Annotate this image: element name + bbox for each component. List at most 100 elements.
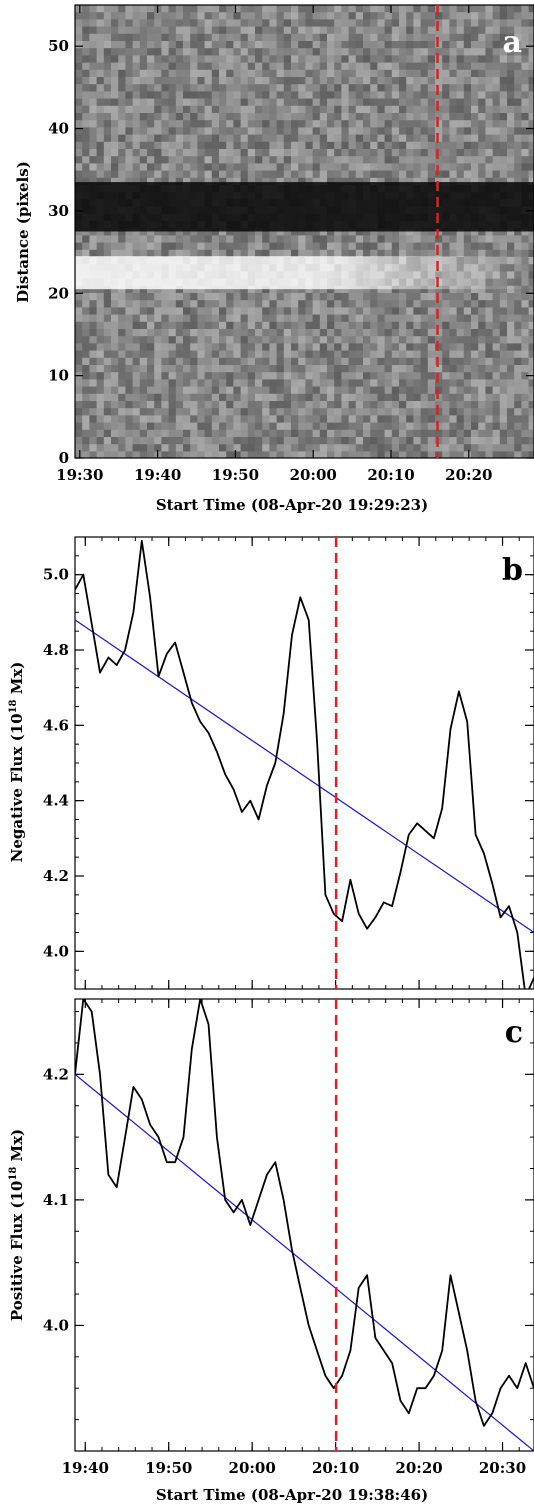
heatmap-cell [478,134,486,143]
heatmap-cell [384,134,393,143]
heatmap-cell [514,300,522,308]
heatmap-cell [406,33,414,42]
heatmap-cell [355,26,364,35]
heatmap-cell [211,336,220,344]
heatmap-cell [75,422,83,431]
heatmap-cell [161,300,169,308]
heatmap-cell [111,113,119,121]
heatmap-cell [255,170,263,179]
heatmap-cell [492,134,501,143]
heatmap-cell [384,437,393,445]
heatmap-cell [175,336,184,344]
heatmap-cell [391,163,400,171]
heatmap-cell [528,401,534,409]
heatmap-cell [190,249,198,258]
heatmap-cell [204,62,213,71]
heatmap-cell [75,5,83,13]
heatmap-cell [132,393,141,402]
heatmap-cell [197,300,205,308]
heatmap-cell [449,422,457,431]
heatmap-cell [197,127,205,135]
heatmap-cell [291,321,299,330]
heatmap-cell [75,149,83,157]
heatmap-cell [471,451,479,458]
heatmap-cell [463,444,472,452]
heatmap-cell [355,350,364,359]
heatmap-cell [363,19,371,27]
heatmap-cell [492,444,501,452]
heatmap-cell [125,62,133,71]
heatmap-cell [327,329,335,337]
heatmap-cell [103,163,112,171]
heatmap-cell [168,365,177,373]
heatmap-cell [514,163,522,171]
heatmap-cell [175,293,184,301]
heatmap-cell [96,5,105,13]
heatmap-cell [528,26,534,35]
heatmap-cell [269,127,277,135]
heatmap-cell [399,91,407,99]
heatmap-cell [219,379,227,387]
heatmap-cell [125,401,133,409]
heatmap-cell [168,386,177,395]
heatmap-cell [154,12,162,20]
heatmap-cell [456,350,465,359]
heatmap-cell [96,379,105,387]
heatmap-cell [197,379,205,387]
heatmap-cell [125,170,133,179]
heatmap-cell [125,242,133,251]
heatmap-cell [255,19,263,27]
heatmap-cell [413,429,421,438]
heatmap-cell [118,321,126,330]
heatmap-cell [399,329,407,337]
heatmap-cell [485,127,493,135]
heatmap-cell [420,336,429,344]
heatmap-cell [334,242,342,251]
heatmap-cell [190,156,198,164]
heatmap-cell [456,379,465,387]
heatmap-cell [355,249,364,258]
heatmap-cell [118,177,126,186]
heatmap-cell [499,343,508,351]
heatmap-cell [291,12,299,20]
heatmap-cell [456,84,465,92]
negative-flux-line [75,539,534,989]
heatmap-cell [370,437,378,445]
heatmap-cell [521,98,529,107]
heatmap-cell [82,120,90,128]
heatmap-cell [471,48,479,56]
heatmap-cell [406,401,414,409]
heatmap-cell [406,5,414,13]
heatmap-cell [507,228,515,236]
heatmap-cell [449,343,457,351]
heatmap-cell [305,141,313,150]
heatmap-cell [463,134,472,143]
heatmap-cell [197,393,205,402]
heatmap-cell [197,285,205,294]
heatmap-cell [190,55,198,63]
heatmap-cell [226,336,234,344]
heatmap-cell [377,379,385,387]
heatmap-cell [132,12,141,20]
heatmap-cell [276,105,285,114]
heatmap-cell [183,26,191,35]
heatmap-cell [391,372,400,380]
heatmap-cell [283,314,292,323]
heatmap-cell [147,149,155,157]
heatmap-cell [528,170,534,179]
heatmap-cell [197,372,205,380]
heatmap-cell [276,55,285,63]
heatmap-cell [269,177,277,186]
heatmap-cell [204,235,213,243]
heatmap-cell [463,393,472,402]
heatmap-cell [111,379,119,387]
heatmap-cell [197,422,205,431]
heatmap-cell [283,33,292,42]
heatmap-cell [269,451,277,458]
heatmap-cell [391,350,400,359]
heatmap-cell [291,386,299,395]
heatmap-cell [442,321,450,330]
heatmap-cell [442,285,450,294]
heatmap-cell [363,343,371,351]
heatmap-cell [312,401,321,409]
